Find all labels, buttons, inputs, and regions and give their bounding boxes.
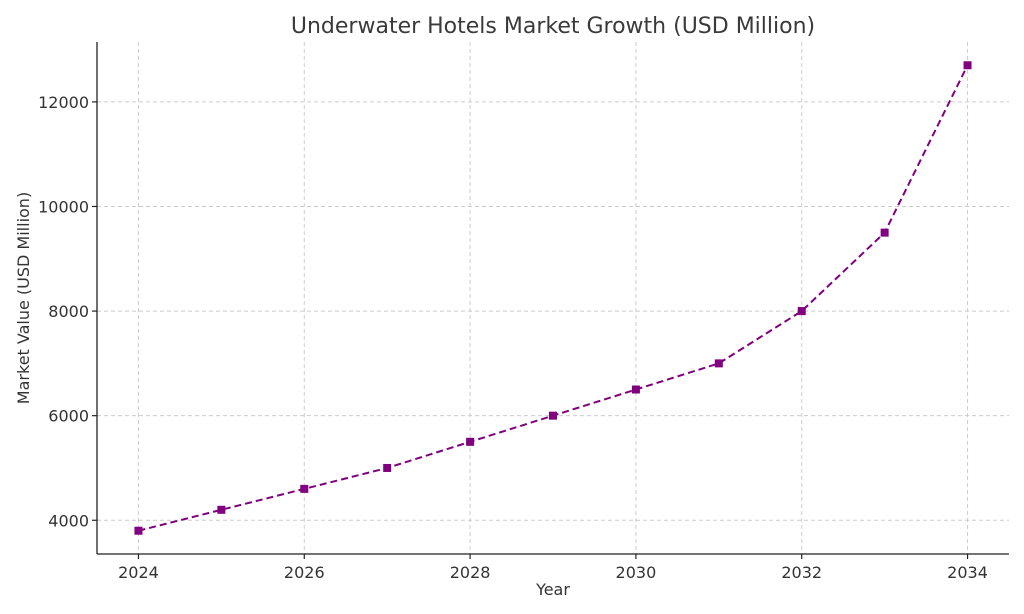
data-point-2033	[880, 228, 889, 237]
data-point-2026	[300, 484, 309, 493]
y-tick-label-4: 12000	[38, 93, 89, 112]
series-layer	[134, 61, 972, 535]
y-tick-label-0: 4000	[48, 511, 89, 530]
data-point-2031	[714, 359, 723, 368]
data-point-2030	[631, 385, 640, 394]
x-tick-label-4: 2032	[781, 563, 822, 582]
y-axis-label: Market Value (USD Million)	[14, 192, 33, 404]
data-point-2028	[466, 437, 475, 446]
x-tick-label-1: 2026	[284, 563, 325, 582]
x-tick-label-2: 2028	[450, 563, 491, 582]
x-axis-label: Year	[535, 580, 570, 599]
x-tick-label-3: 2030	[616, 563, 657, 582]
series-line-0	[138, 64, 969, 532]
y-tick-label-1: 6000	[48, 407, 89, 426]
ticks-layer: 2024 2026 2028 2030 2032 2034 4000 6000 8000 1000…	[38, 93, 988, 582]
data-point-2025	[217, 505, 226, 514]
x-tick-label-5: 2034	[947, 563, 988, 582]
y-tick-label-2: 8000	[48, 302, 89, 321]
grid-layer	[97, 42, 1009, 554]
data-point-2024	[134, 526, 143, 535]
data-point-2032	[797, 307, 806, 316]
x-tick-label-0: 2024	[118, 563, 159, 582]
y-tick-label-3: 10000	[38, 197, 89, 216]
chart-title: Underwater Hotels Market Growth (USD Mil…	[291, 14, 815, 39]
data-point-2029	[549, 411, 557, 420]
data-point-2027	[383, 463, 392, 472]
axis-layer	[96, 42, 1009, 555]
data-point-2034	[963, 61, 972, 70]
